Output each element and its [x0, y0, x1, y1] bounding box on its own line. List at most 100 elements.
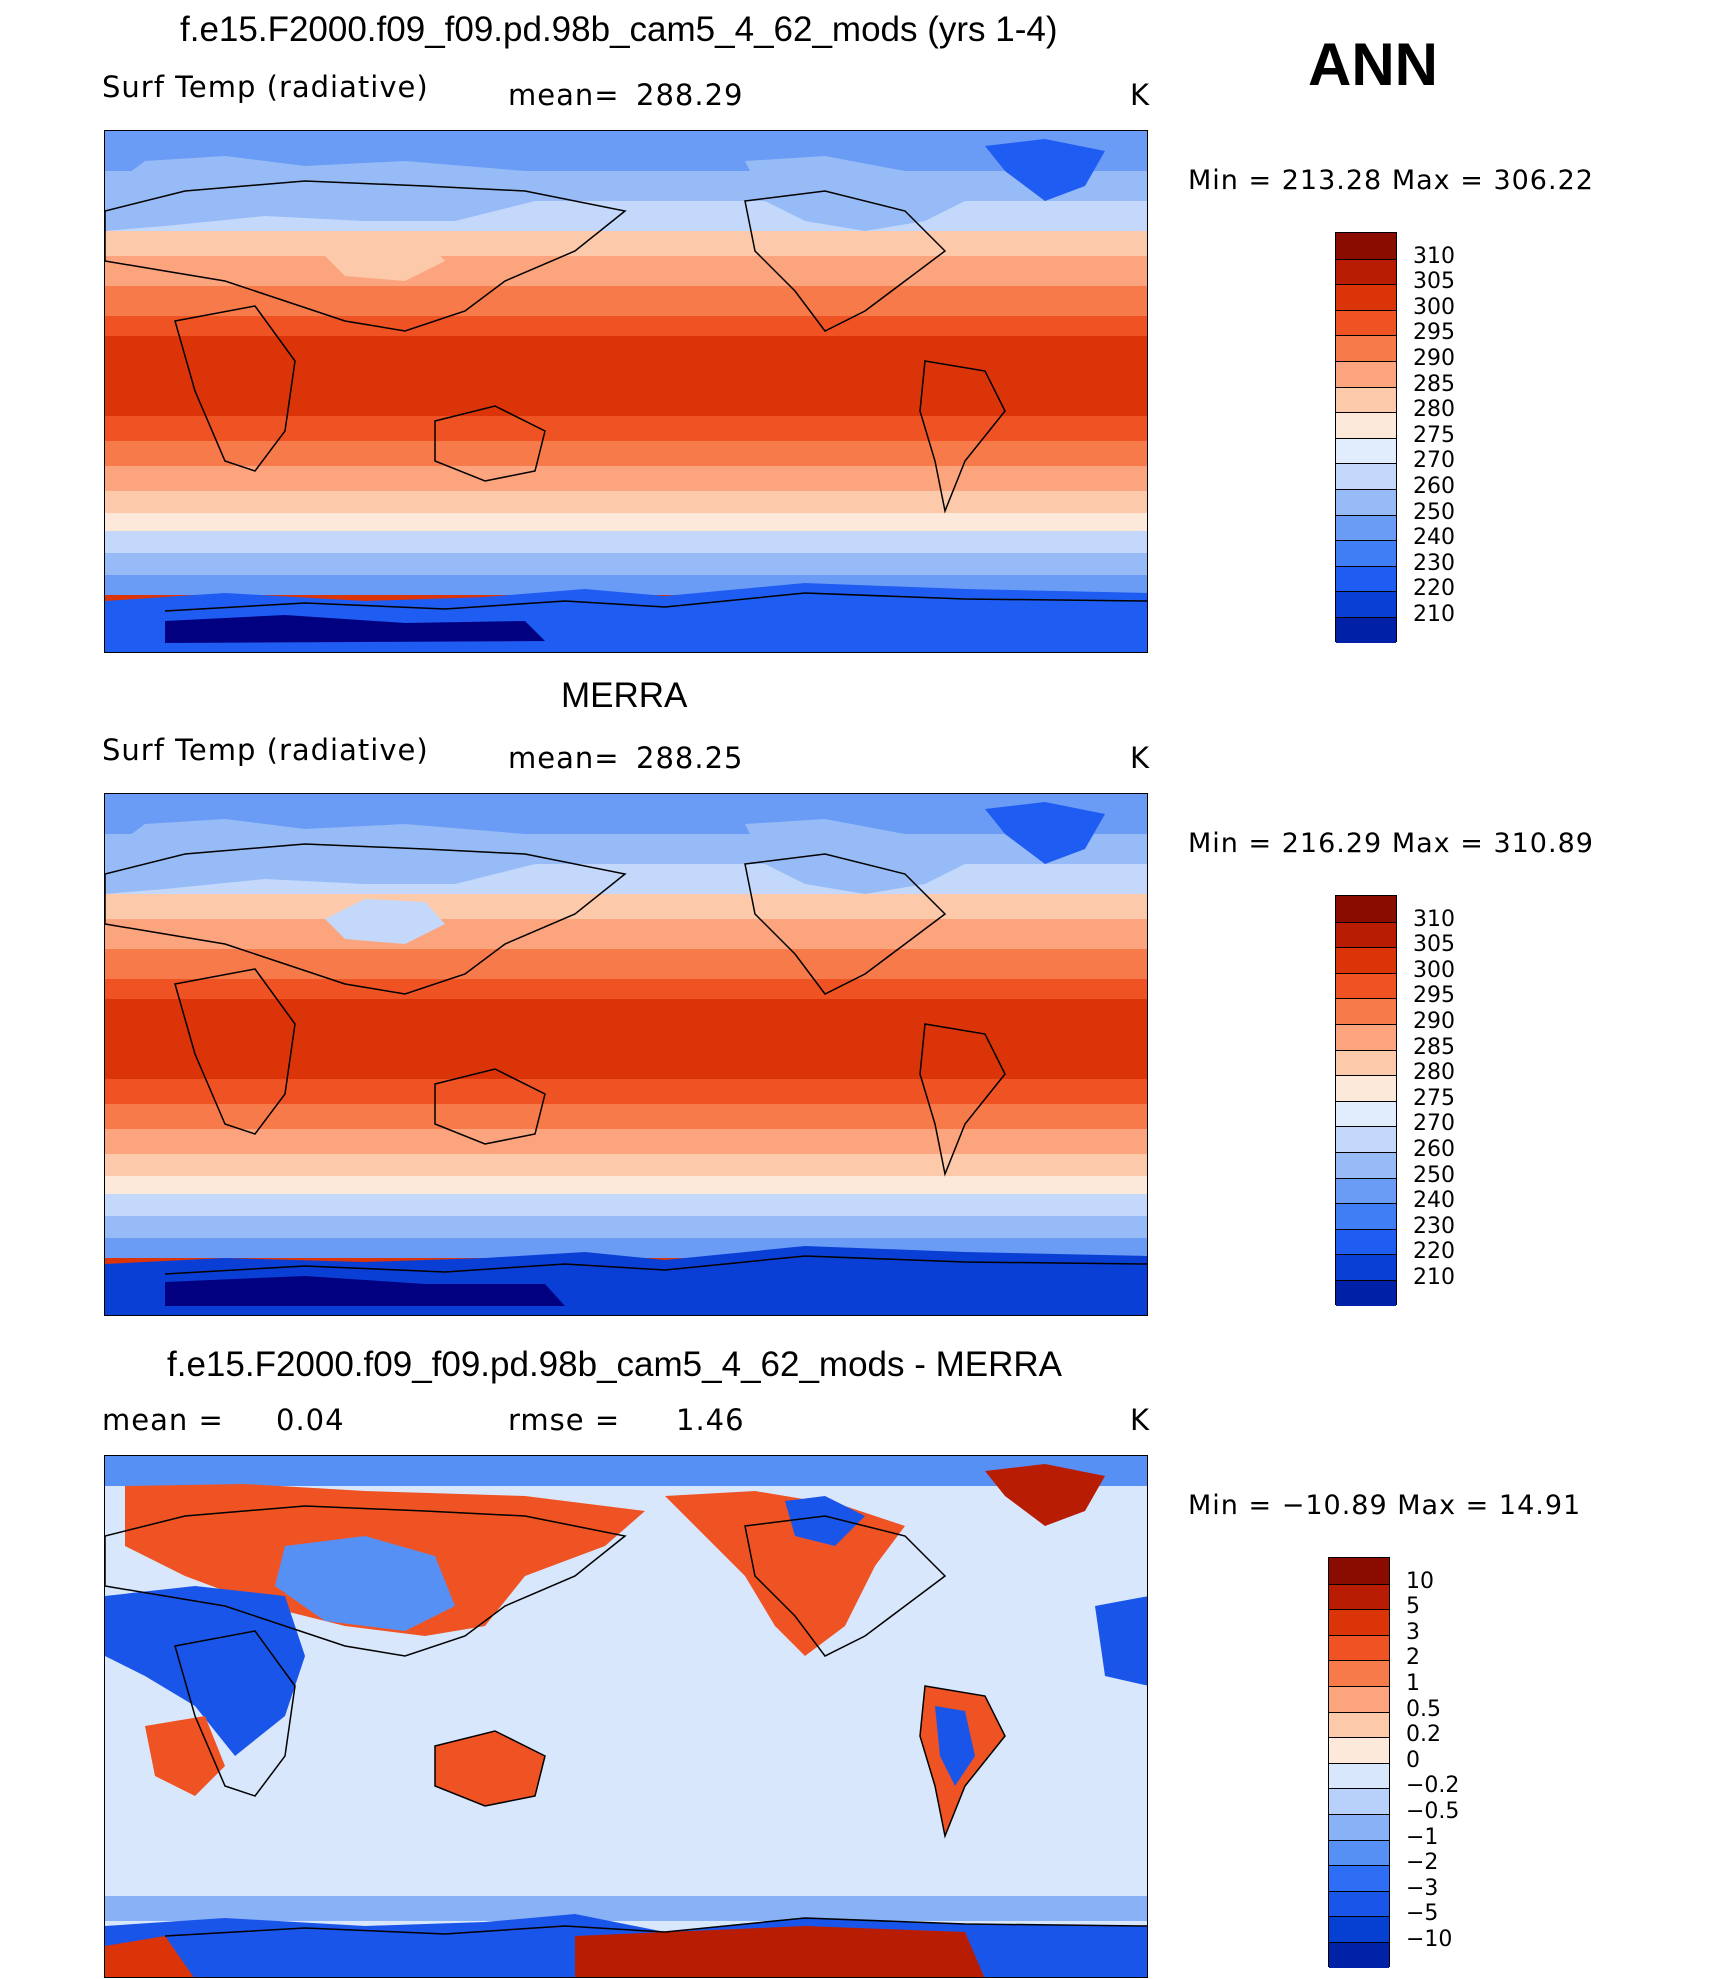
panel-3-antarctica-warm-west [105, 1936, 194, 1977]
colorbar-swatch [1336, 565, 1396, 592]
panel-3-africa-cold [105, 1586, 305, 1756]
panel-3-minmax: Min = −10.89 Max = 14.91 [1188, 1490, 1582, 1521]
panel-1-title: f.e15.F2000.f09_f09.pd.98b_cam5_4_62_mod… [180, 10, 1058, 49]
colorbar-tick-label: 230 [1413, 550, 1455, 576]
panel-2-mean-value: 288.25 [636, 741, 744, 775]
panel-3-andes-cold [935, 1706, 975, 1786]
colorbar-tick-label: 260 [1413, 1137, 1455, 1162]
panel-2-min-value: 216.29 [1281, 828, 1383, 859]
panel-3-tibet-cold [275, 1536, 455, 1631]
colorbar-tick-label: 290 [1413, 346, 1455, 371]
panel-3-australia-warm [435, 1731, 545, 1806]
colorbar-swatch [1336, 1254, 1396, 1280]
colorbar-tick-label: −5 [1406, 1901, 1439, 1927]
colorbar-swatch [1329, 1839, 1389, 1866]
panel-3-coast-australia [434, 1730, 546, 1807]
colorbar-tick-label: 275 [1413, 422, 1455, 448]
colorbar-tick-label: −1 [1406, 1824, 1439, 1850]
panel-3-title: f.e15.F2000.f09_f09.pd.98b_cam5_4_62_mod… [167, 1345, 1063, 1384]
panel-1-max-value: 306.22 [1493, 165, 1594, 196]
panel-1-eurasia-north [105, 156, 625, 231]
panel-1-coast-eurasia [105, 180, 627, 332]
panel-1-units: K [1130, 78, 1151, 112]
colorbar-tick-label: −0.2 [1406, 1773, 1460, 1799]
panel-3-coast-north-america [744, 1515, 947, 1657]
panel-2-title: MERRA [561, 676, 688, 715]
panel-1-band-25n [105, 316, 1147, 336]
panel-2-coast-south-america [919, 1023, 1006, 1177]
colorbar-tick-label: 2 [1406, 1645, 1420, 1671]
colorbar-swatch [1336, 412, 1396, 438]
panel-3-canada-cold [785, 1496, 865, 1546]
colorbar-tick-label: 220 [1413, 1239, 1455, 1265]
panel-1-band-40s [105, 466, 1147, 491]
colorbar-swatch [1336, 1177, 1396, 1204]
panel-1-map [104, 130, 1148, 653]
panel-2-band-30n [105, 949, 1147, 979]
colorbar-tick-label: 10 [1406, 1568, 1434, 1594]
panel-2-minmax: Min = 216.29 Max = 310.89 [1188, 828, 1594, 859]
colorbar-tick-label: −3 [1406, 1875, 1439, 1901]
colorbar-tick-label: 285 [1413, 1034, 1455, 1060]
panel-2-band-45s [105, 1154, 1147, 1176]
colorbar-swatch [1336, 489, 1396, 515]
panel-1-mean-label: mean= [508, 78, 620, 112]
colorbar-tick-label: 310 [1413, 243, 1455, 269]
panel-2-north-america-north [745, 819, 965, 894]
panel-2-band-45n [105, 894, 1147, 919]
panel-2-band-30s [105, 1104, 1147, 1129]
colorbar-tick-label: −0.5 [1406, 1799, 1460, 1824]
panel-3-southern-ocean [105, 1896, 1147, 1921]
panel-2-mean-label: mean= [508, 741, 620, 775]
panel-2-antarctica-core [165, 1276, 565, 1306]
panel-1-max-label: Max [1391, 165, 1451, 196]
panel-3-max-label: Max [1397, 1490, 1457, 1521]
panel-3-rmse-value: 1.46 [676, 1403, 745, 1437]
colorbar-swatch [1329, 1916, 1389, 1942]
colorbar-swatch [1329, 1634, 1389, 1661]
colorbar-swatch [1329, 1686, 1389, 1712]
panel-1-tibet [325, 236, 445, 281]
colorbar-tick-label: 300 [1413, 294, 1455, 320]
season-label: ANN [1308, 31, 1438, 98]
colorbar-swatch [1336, 1152, 1396, 1178]
colorbar-swatch [1336, 361, 1396, 387]
panel-3-units: K [1130, 1403, 1151, 1437]
colorbar-swatch [1336, 1075, 1396, 1101]
colorbar-swatch [1336, 233, 1396, 259]
colorbar-tick-label: 250 [1413, 1162, 1455, 1188]
colorbar-tick-label: 290 [1413, 1009, 1455, 1034]
colorbar-swatch [1336, 617, 1396, 643]
colorbar-swatch [1336, 591, 1396, 617]
panel-2-band-40s [105, 1129, 1147, 1154]
panel-3-mean-label: mean = [102, 1403, 224, 1437]
colorbar-tick-label: −2 [1406, 1850, 1439, 1876]
panel-2-coast-eurasia [105, 843, 627, 995]
colorbar-swatch [1336, 1280, 1396, 1306]
panel-2-greenland [985, 802, 1105, 864]
panel-1-north-america-north [745, 156, 965, 231]
panel-3-map-svg [105, 1456, 1147, 1977]
colorbar-tick-label: 305 [1413, 269, 1455, 295]
colorbar-swatch [1329, 1890, 1389, 1917]
colorbar-tick-label: 275 [1413, 1085, 1455, 1111]
panel-2-min-label: Min [1188, 828, 1239, 859]
colorbar-swatch [1329, 1737, 1389, 1763]
colorbar-swatch [1329, 1942, 1389, 1968]
panel-3-arctic-band [105, 1456, 1147, 1486]
colorbar-box [1335, 232, 1397, 643]
colorbar-swatch [1336, 1024, 1396, 1050]
colorbar-tick-label: 240 [1413, 1188, 1455, 1214]
colorbar-tick-label: 310 [1413, 906, 1455, 932]
colorbar-swatch [1329, 1788, 1389, 1814]
panel-1-min-value: 213.28 [1281, 165, 1383, 196]
panel-2-band-40n [105, 919, 1147, 949]
colorbar-tick-label: 305 [1413, 932, 1455, 958]
colorbar-swatch [1336, 463, 1396, 489]
colorbar-tick-label: 280 [1413, 397, 1455, 423]
colorbar-box [1335, 895, 1397, 1306]
panel-2-coast-africa [174, 968, 296, 1135]
panel-1-coast-antarctica [164, 592, 1147, 612]
panel-2-map-svg [105, 794, 1147, 1315]
colorbar-swatch [1336, 921, 1396, 948]
